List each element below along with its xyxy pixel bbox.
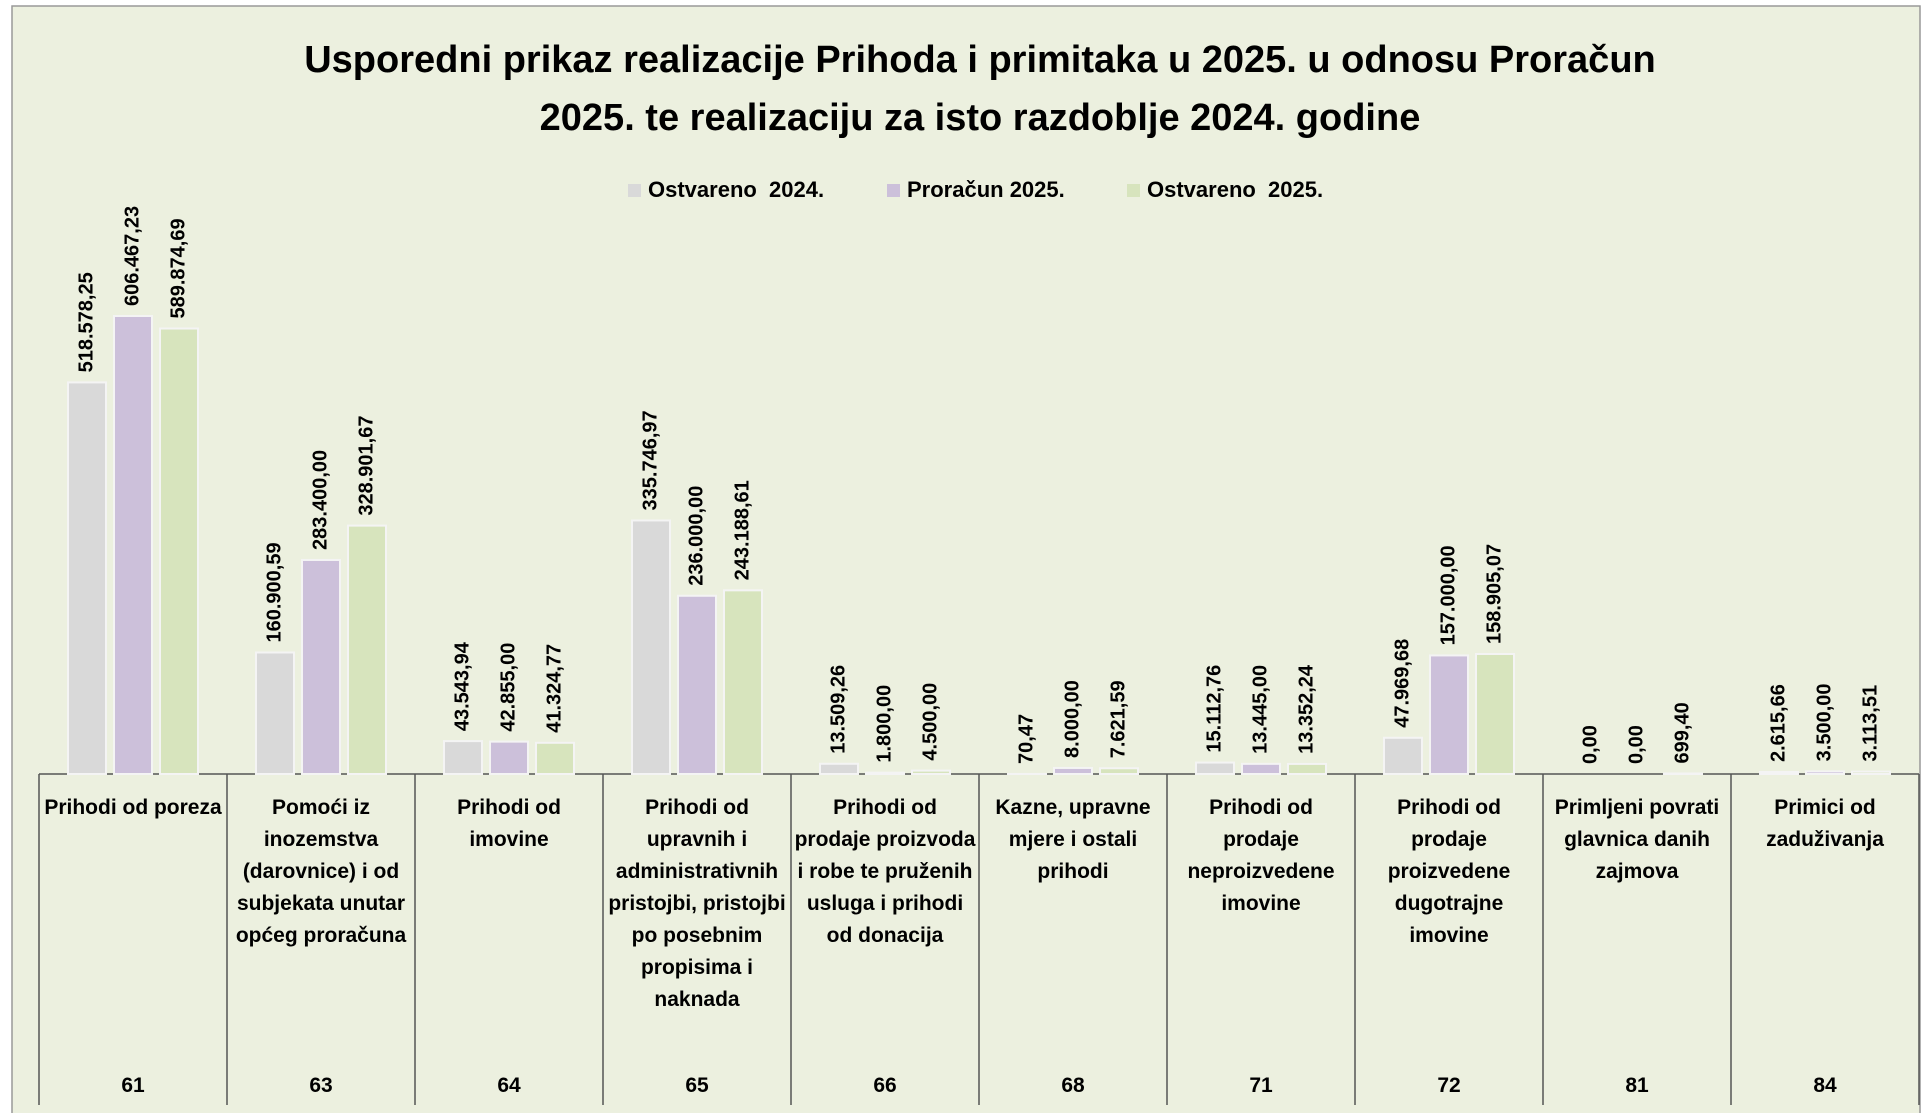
data-label: 606.467,23 — [121, 206, 143, 306]
data-label: 4.500,00 — [919, 683, 941, 761]
bar — [443, 740, 483, 775]
x-tick-label: Primljeni povrati glavnica danih zajmova — [1554, 796, 1720, 883]
data-label: 157.000,00 — [1437, 545, 1459, 645]
chart-title: Usporedni prikaz realizacije Prihoda i p… — [304, 39, 1656, 81]
data-label: 13.509,26 — [827, 665, 849, 754]
chart-title: 2025. te realizaciju za isto razdoblje 2… — [540, 97, 1421, 139]
bar — [1475, 652, 1515, 776]
x-tick-label: Prihodi od poreza — [44, 796, 222, 819]
bar — [677, 594, 717, 775]
bar — [723, 589, 763, 775]
bar — [535, 741, 575, 775]
bar — [1663, 772, 1703, 775]
x-tick-label: Pomoći iz inozemstva (darovnice) i od su… — [235, 796, 407, 947]
x-tick-label: Primici od zaduživanja — [1766, 796, 1884, 851]
data-label: 283.400,00 — [309, 450, 331, 550]
data-label: 42.855,00 — [497, 643, 519, 732]
legend-swatch — [628, 184, 641, 197]
bar — [631, 519, 671, 775]
bar — [1287, 762, 1327, 776]
bar — [1429, 654, 1469, 775]
bar — [1805, 770, 1845, 775]
x-tick-label: Prihodi od prodaje proizvedene dugotrajn… — [1387, 796, 1511, 947]
x-tick-label: Prihodi od prodaje proizvoda i robe te p… — [794, 796, 976, 947]
bar — [67, 381, 107, 775]
data-label: 13.445,00 — [1249, 665, 1271, 754]
bar — [255, 651, 295, 775]
data-label: 47.969,68 — [1391, 639, 1413, 728]
data-label: 70,47 — [1015, 714, 1037, 764]
data-label: 8.000,00 — [1061, 680, 1083, 758]
legend-label: Proračun 2025. — [907, 177, 1065, 202]
data-label: 7.621,59 — [1107, 680, 1129, 758]
data-label: 243.188,61 — [731, 480, 753, 580]
bar — [489, 740, 529, 775]
data-label: 518.578,25 — [75, 272, 97, 372]
bar — [1759, 771, 1799, 775]
bar — [1851, 770, 1891, 775]
x-tick-label: Kazne, upravne mjere i ostali prihodi — [995, 796, 1151, 883]
data-label: 589.874,69 — [167, 218, 189, 318]
data-label: 13.352,24 — [1295, 664, 1317, 754]
data-label: 335.746,97 — [639, 410, 661, 510]
data-label: 160.900,59 — [263, 542, 285, 642]
category-code: 84 — [1813, 1074, 1837, 1097]
data-label: 236.000,00 — [685, 486, 707, 586]
bar — [1383, 736, 1423, 776]
bar — [347, 524, 387, 775]
bar — [301, 558, 341, 775]
category-code: 63 — [309, 1074, 333, 1097]
category-code: 64 — [497, 1074, 521, 1097]
bar — [865, 771, 905, 775]
data-label: 699,40 — [1671, 702, 1693, 763]
legend-swatch — [887, 184, 900, 197]
category-code: 68 — [1061, 1074, 1085, 1097]
category-code: 72 — [1437, 1074, 1461, 1097]
data-label: 0,00 — [1625, 725, 1647, 764]
data-label: 15.112,76 — [1203, 665, 1225, 753]
category-code: 66 — [873, 1074, 897, 1097]
data-label: 2.615,66 — [1767, 684, 1789, 762]
data-label: 3.500,00 — [1813, 683, 1835, 761]
legend-label: Ostvareno 2024. — [648, 177, 824, 202]
data-label: 43.543,94 — [451, 641, 473, 731]
bar — [1241, 762, 1281, 776]
category-code: 71 — [1249, 1074, 1273, 1097]
data-label: 0,00 — [1579, 725, 1601, 764]
data-label: 1.800,00 — [873, 685, 895, 763]
category-code: 61 — [121, 1074, 145, 1097]
category-code: 81 — [1625, 1074, 1649, 1097]
bar — [819, 762, 859, 776]
data-label: 41.324,77 — [543, 644, 565, 733]
legend-label: Ostvareno 2025. — [1147, 177, 1323, 202]
bar — [1099, 767, 1139, 775]
legend-swatch — [1127, 184, 1140, 197]
bar — [113, 315, 153, 775]
x-tick-label: Prihodi od imovine — [457, 796, 561, 851]
data-label: 3.113,51 — [1859, 685, 1881, 762]
x-tick-label: Prihodi od upravnih i administrativnih p… — [608, 796, 786, 1011]
x-tick-label: Prihodi od prodaje neproizvedene imovine — [1187, 796, 1335, 915]
bar — [1195, 761, 1235, 776]
bar — [1053, 766, 1093, 775]
bar — [159, 327, 199, 775]
bar — [911, 769, 951, 775]
data-label: 158.905,07 — [1483, 544, 1505, 644]
category-code: 65 — [685, 1074, 709, 1097]
data-label: 328.901,67 — [355, 416, 377, 516]
